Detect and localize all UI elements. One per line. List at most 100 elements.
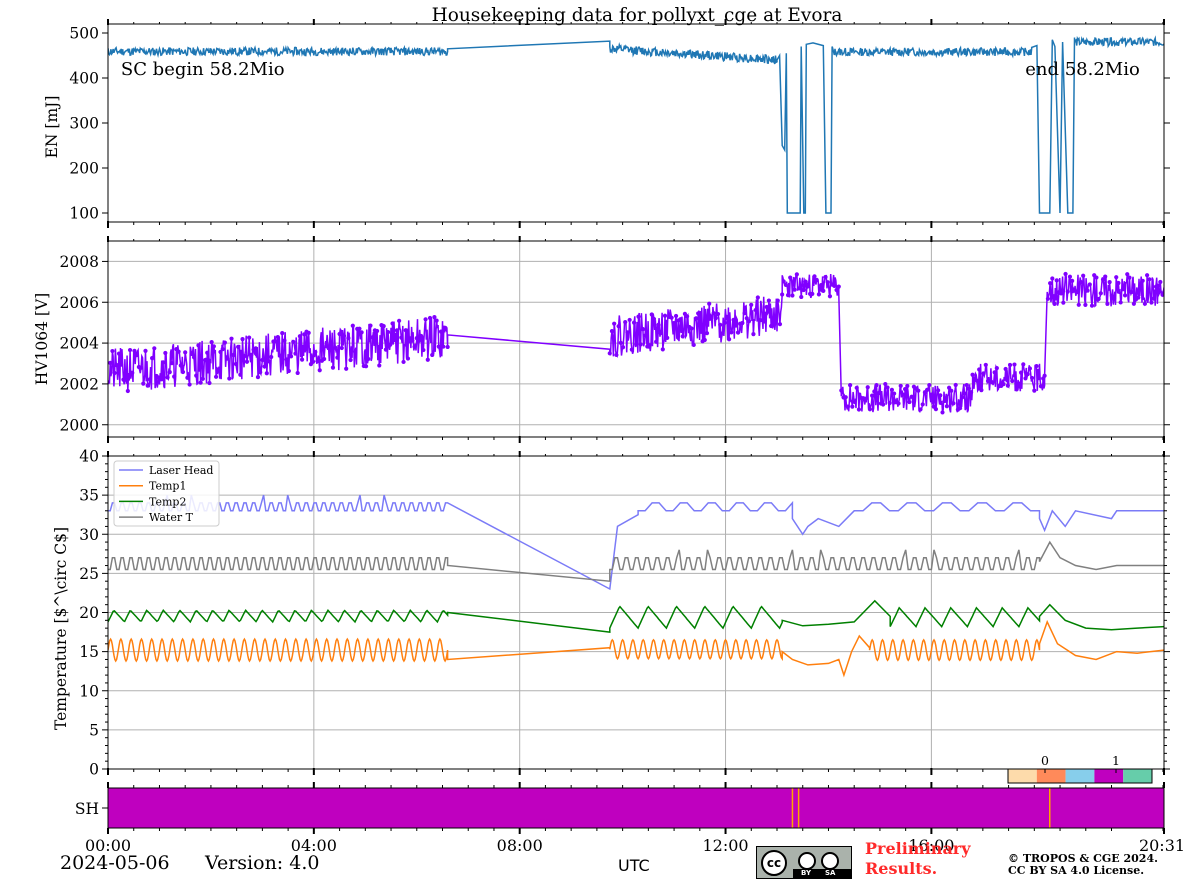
data-point [618, 340, 623, 345]
y-axis-label: HV1064 [V] [33, 293, 51, 385]
cc-sa-label: SA [825, 869, 836, 877]
data-point [359, 330, 364, 335]
data-point [317, 368, 322, 373]
data-point [607, 351, 612, 356]
data-point [441, 344, 446, 349]
data-point [796, 286, 802, 291]
cc-license-badge: cc BY SA [756, 846, 852, 879]
data-point [125, 388, 130, 394]
y-axis-label: SH [75, 800, 99, 818]
data-point [1023, 376, 1028, 381]
data-point [612, 321, 617, 326]
data-point [775, 298, 780, 303]
data-point [1129, 289, 1134, 295]
data-point [647, 343, 652, 348]
data-point [665, 335, 670, 340]
data-point [1138, 282, 1143, 288]
data-point [983, 362, 988, 368]
data-point [247, 335, 252, 340]
data-point [167, 370, 172, 375]
data-point [900, 392, 906, 397]
data-point [363, 364, 369, 369]
data-point [185, 375, 190, 380]
version-label: Version: 4.0 [205, 852, 320, 874]
data-point [383, 347, 388, 352]
data-point [211, 344, 216, 349]
data-point [262, 364, 267, 369]
y-tick-label: 5 [89, 721, 99, 739]
data-point [832, 283, 837, 288]
data-point [702, 337, 707, 343]
data-point [1081, 273, 1086, 278]
data-point [881, 402, 886, 407]
data-point [803, 279, 808, 284]
data-point [773, 320, 778, 325]
y-tick-label: 30 [79, 526, 99, 544]
data-point [929, 392, 934, 397]
data-point [631, 320, 637, 325]
data-point [1107, 279, 1112, 285]
utc-label: UTC [618, 856, 650, 875]
data-point [1156, 283, 1161, 288]
data-point [854, 385, 859, 390]
data-point [275, 335, 280, 340]
data-point [1111, 296, 1117, 301]
data-point [693, 316, 699, 321]
data-point [1109, 293, 1114, 298]
data-point [777, 322, 783, 327]
data-point [1122, 293, 1128, 298]
data-point [249, 352, 254, 357]
data-point [746, 319, 752, 324]
data-point [629, 347, 634, 352]
data-point [291, 339, 296, 344]
copyright-line-2: CC BY SA 4.0 License. [1008, 864, 1145, 877]
data-point [1010, 378, 1015, 384]
data-point [872, 389, 877, 394]
data-point [335, 355, 340, 360]
data-point [936, 388, 941, 393]
data-point [218, 349, 223, 355]
data-point [1078, 279, 1084, 285]
data-point [916, 388, 921, 393]
data-point [299, 357, 305, 362]
data-point [348, 357, 353, 363]
data-point [403, 328, 408, 333]
data-point [1118, 300, 1123, 305]
legend-label: Water T [149, 511, 194, 524]
data-point [269, 354, 274, 360]
data-point [896, 401, 901, 406]
data-point [1018, 370, 1024, 375]
data-point [227, 376, 232, 381]
y-tick-label: 500 [69, 25, 99, 43]
data-point [341, 333, 347, 338]
cc-icon: cc [761, 850, 787, 876]
colorbar-swatch [1094, 769, 1124, 783]
data-point [992, 370, 997, 375]
data-point [1142, 301, 1147, 306]
data-point [762, 319, 767, 324]
data-point [150, 356, 155, 361]
data-point [322, 356, 327, 362]
data-point [839, 388, 844, 393]
data-point [625, 330, 630, 335]
data-point [742, 311, 747, 316]
data-point [180, 369, 186, 375]
data-point [825, 280, 830, 285]
data-point [678, 317, 683, 322]
y-tick-label: 25 [79, 565, 99, 583]
data-point [1131, 301, 1136, 306]
data-point [623, 320, 628, 325]
colorbar-swatch [1123, 769, 1152, 783]
data-point [918, 407, 923, 412]
colorbar-swatch [1008, 769, 1037, 783]
data-point [207, 380, 212, 386]
data-point [337, 331, 342, 337]
data-point [1021, 362, 1026, 367]
data-point [280, 331, 285, 336]
legend-box [113, 460, 220, 527]
data-point [264, 371, 269, 376]
data-point [224, 356, 230, 361]
data-point [427, 315, 433, 321]
data-point [288, 354, 294, 359]
data-point [445, 344, 450, 350]
